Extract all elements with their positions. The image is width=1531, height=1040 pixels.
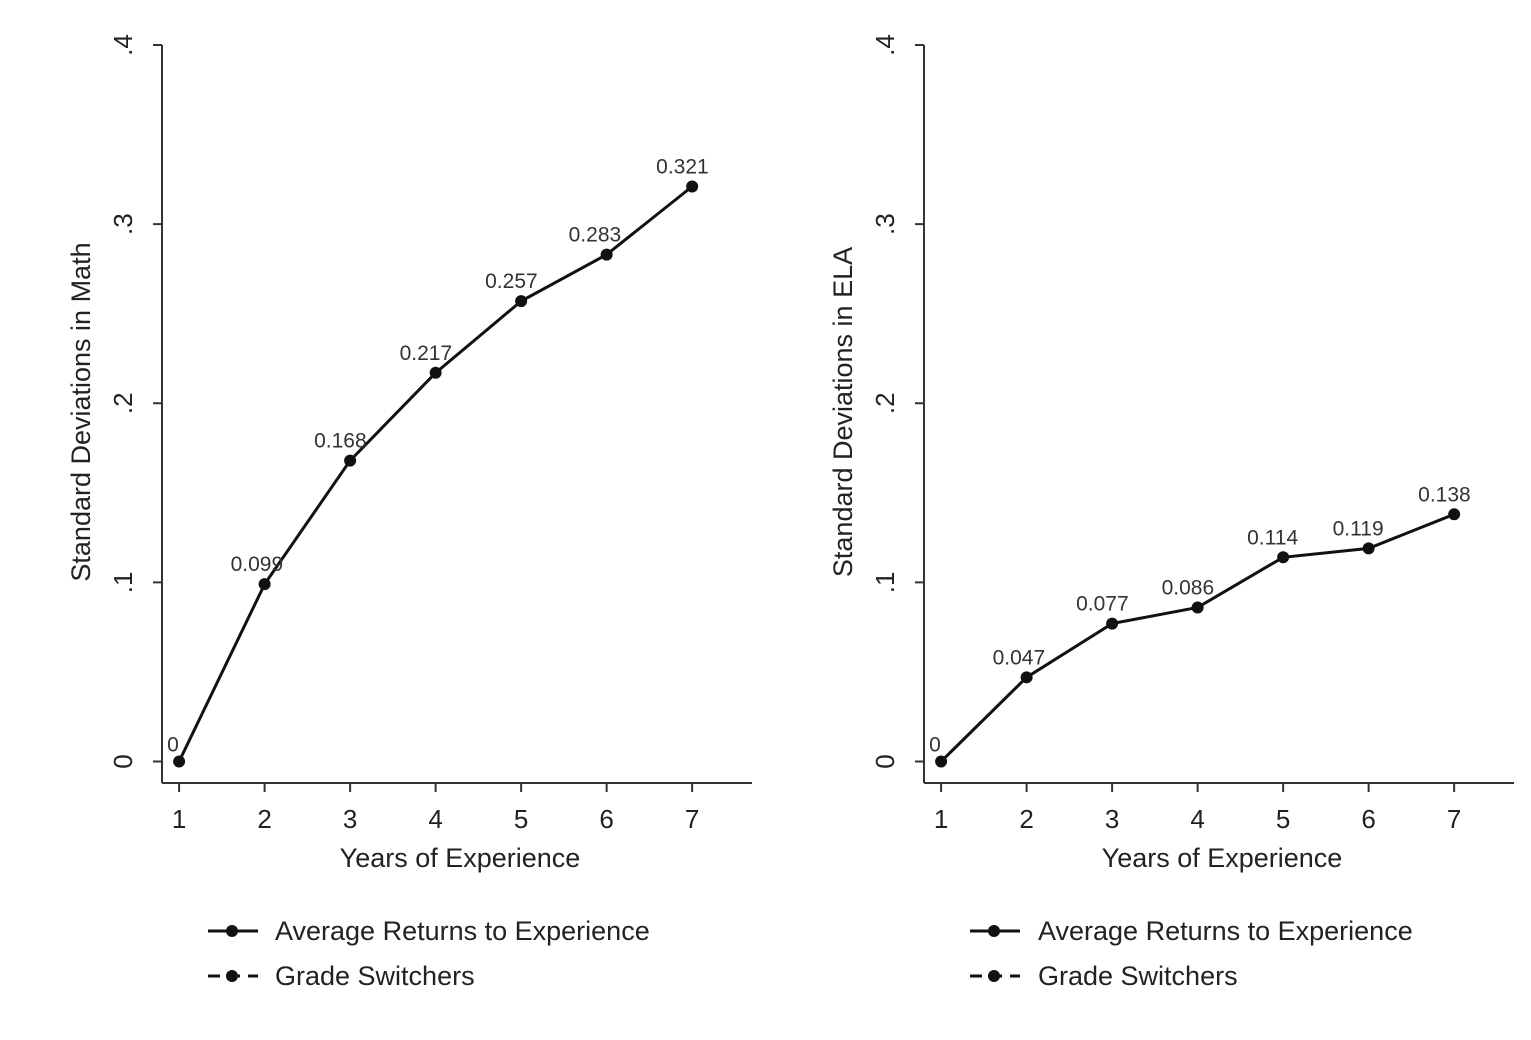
data-label: 0.114 <box>1247 526 1298 549</box>
y-tick-label: .2 <box>108 392 138 414</box>
data-label: 0.257 <box>485 270 538 293</box>
x-axis-title: Years of Experience <box>340 843 581 873</box>
data-label: 0.119 <box>1333 517 1384 540</box>
legend-label: Average Returns to Experience <box>1038 916 1413 946</box>
data-label: 0 <box>167 734 179 757</box>
x-axis-title: Years of Experience <box>1102 843 1343 873</box>
data-label: 0.138 <box>1418 483 1471 506</box>
legend-entry-average: Average Returns to Experience <box>970 916 1413 946</box>
y-tick-label: .4 <box>870 34 900 56</box>
y-tick-label: .3 <box>870 213 900 235</box>
data-point <box>935 755 948 768</box>
legend-marker <box>988 970 1000 982</box>
data-label: 0.077 <box>1076 593 1129 616</box>
data-point <box>1020 671 1033 684</box>
data-label: 0.321 <box>656 156 709 179</box>
x-tick-label: 3 <box>1105 804 1119 834</box>
legend-marker <box>988 925 1000 937</box>
y-tick-label: .4 <box>108 34 138 56</box>
x-tick-label: 5 <box>1276 804 1290 834</box>
series-line <box>940 512 1455 763</box>
legend-entry-grade-switchers: Grade Switchers <box>208 961 475 991</box>
data-point <box>1277 551 1290 564</box>
plot-area: 0 .1 .2 .3 .4 1 2 3 4 5 6 7 0 0.099 0.168 0.217 0.257 0.2… <box>108 34 752 834</box>
x-tick-label: 2 <box>1019 804 1033 834</box>
y-tick-label: 0 <box>870 754 900 768</box>
data-point <box>1106 617 1119 630</box>
legend-label: Grade Switchers <box>1038 961 1238 991</box>
x-tick-label: 4 <box>428 804 442 834</box>
plot-area: 0 .1 .2 .3 .4 1 2 3 4 5 6 7 0 0.047 0.077 0.086 0.114 0.1… <box>870 34 1514 834</box>
y-tick-label: .1 <box>108 572 138 594</box>
x-tick-label: 7 <box>1447 804 1461 834</box>
legend: Average Returns to Experience Grade Swit… <box>208 916 650 991</box>
x-tick-label: 1 <box>172 804 186 834</box>
legend-marker <box>226 925 238 937</box>
x-tick-label: 6 <box>599 804 613 834</box>
data-point <box>344 454 357 467</box>
legend-marker <box>226 970 238 982</box>
data-point <box>1191 601 1204 614</box>
data-point <box>515 295 528 308</box>
data-point <box>1448 508 1461 521</box>
data-label: 0.047 <box>993 646 1046 669</box>
x-tick-label: 2 <box>257 804 271 834</box>
y-tick-label: .1 <box>870 572 900 594</box>
ela-panel: Years of Experience Standard Deviations … <box>828 34 1514 991</box>
math-panel: Years of Experience Standard Deviations … <box>66 34 752 991</box>
y-tick-label: .2 <box>870 392 900 414</box>
data-point <box>429 366 442 379</box>
x-tick-label: 4 <box>1190 804 1204 834</box>
data-point <box>600 248 613 261</box>
x-tick-label: 5 <box>514 804 528 834</box>
data-label: 0.217 <box>400 342 453 365</box>
legend: Average Returns to Experience Grade Swit… <box>970 916 1413 991</box>
legend-label: Grade Switchers <box>275 961 475 991</box>
legend-label: Average Returns to Experience <box>275 916 650 946</box>
y-axis-title: Standard Deviations in ELA <box>828 247 858 577</box>
x-tick-label: 7 <box>685 804 699 834</box>
data-point <box>173 755 186 768</box>
data-point <box>258 578 271 591</box>
data-label: 0.099 <box>231 553 284 576</box>
y-tick-label: .3 <box>108 213 138 235</box>
data-label: 0.283 <box>569 224 622 247</box>
y-axis-title: Standard Deviations in Math <box>66 242 96 581</box>
legend-entry-grade-switchers: Grade Switchers <box>970 961 1238 991</box>
x-tick-label: 1 <box>934 804 948 834</box>
series-line <box>177 185 694 763</box>
x-tick-label: 6 <box>1361 804 1375 834</box>
data-point <box>1362 542 1375 555</box>
y-tick-label: 0 <box>108 754 138 768</box>
data-label: 0.086 <box>1162 576 1215 599</box>
data-label: 0.168 <box>314 430 367 453</box>
legend-entry-average: Average Returns to Experience <box>208 916 650 946</box>
data-label: 0 <box>929 734 941 757</box>
data-point <box>686 180 699 193</box>
x-tick-label: 3 <box>343 804 357 834</box>
